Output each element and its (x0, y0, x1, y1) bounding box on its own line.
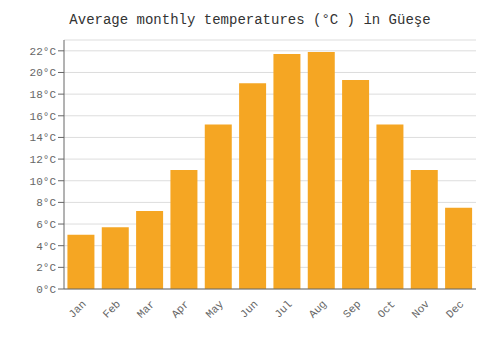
svg-text:Aug: Aug (307, 298, 329, 320)
svg-text:20°C: 20°C (30, 67, 57, 79)
svg-text:Jan: Jan (66, 298, 88, 320)
svg-text:4°C: 4°C (36, 241, 56, 253)
svg-text:Dec: Dec (444, 298, 466, 320)
svg-text:8°C: 8°C (36, 197, 56, 209)
svg-text:Jun: Jun (238, 298, 260, 320)
svg-text:18°C: 18°C (30, 89, 57, 101)
html-text:Average monthly temperatures (: Average monthly temperatures (°C ) in Gü… (69, 12, 431, 28)
svg-text:12°C: 12°C (30, 154, 57, 166)
svg-text:6°C: 6°C (36, 219, 56, 231)
svg-text:Jul: Jul (272, 298, 294, 320)
svg-text:May: May (204, 298, 227, 321)
svg-text:Feb: Feb (101, 298, 123, 320)
svg-text:Apr: Apr (169, 298, 191, 320)
svg-text:22°C: 22°C (30, 46, 57, 58)
svg-text:0°C: 0°C (36, 284, 56, 296)
svg-text:2°C: 2°C (36, 262, 56, 274)
svg-text:16°C: 16°C (30, 111, 57, 123)
svg-text:Nov: Nov (410, 298, 433, 321)
svg-text:Mar: Mar (135, 298, 157, 320)
svg-text:Oct: Oct (375, 298, 397, 320)
svg-text:14°C: 14°C (30, 132, 57, 144)
svg-text:10°C: 10°C (30, 176, 57, 188)
svg-text:Sep: Sep (341, 298, 363, 320)
